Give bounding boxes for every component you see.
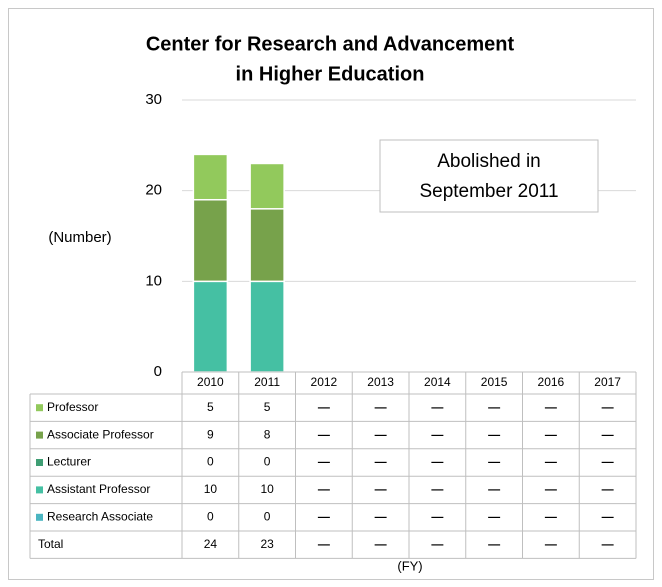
table-value: 8: [264, 427, 271, 441]
table-dash: —: [488, 455, 500, 469]
table-dash: —: [375, 482, 387, 496]
y-tick-label: 20: [145, 182, 162, 199]
table-dash: —: [602, 537, 614, 551]
table-value: 10: [260, 482, 274, 496]
legend-label: Research Associate: [47, 509, 153, 523]
table-dash: —: [488, 427, 500, 441]
table-dash: —: [488, 509, 500, 523]
legend-swatch: [36, 486, 43, 494]
y-tick-label: 0: [154, 363, 162, 380]
total-label: Total: [38, 537, 63, 551]
table-dash: —: [431, 455, 443, 469]
x-tick-label: 2011: [254, 375, 280, 389]
table-value: 5: [207, 400, 214, 414]
x-tick-label: 2017: [594, 375, 621, 389]
legend-swatch: [36, 513, 43, 521]
table-dash: —: [431, 537, 443, 551]
table-dash: —: [602, 509, 614, 523]
legend-swatch: [36, 459, 43, 466]
bar-segment: [192, 198, 229, 283]
table-value: 0: [264, 509, 271, 523]
table-dash: —: [318, 427, 330, 441]
table-dash: —: [602, 400, 614, 414]
legend-swatch: [36, 404, 43, 412]
table-dash: —: [602, 482, 614, 496]
table-dash: —: [488, 537, 500, 551]
table-dash: —: [318, 537, 330, 551]
table-dash: —: [318, 455, 330, 469]
table-value: 10: [204, 482, 218, 496]
table-dash: —: [545, 509, 557, 523]
table-dash: —: [375, 455, 387, 469]
table-dash: —: [318, 482, 330, 496]
table-dash: —: [375, 400, 387, 414]
bar-segment: [249, 162, 285, 210]
x-tick-label: 2012: [311, 375, 338, 389]
bar-segment: [192, 280, 229, 373]
chart-title: in Higher Education: [236, 63, 425, 85]
table-value: 0: [207, 455, 214, 469]
chart-title: Center for Research and Advancement: [146, 33, 515, 55]
table-dash: —: [545, 400, 557, 414]
table-dash: —: [545, 455, 557, 469]
x-tick-label: 2016: [538, 375, 565, 389]
bar-segment: [249, 208, 285, 283]
table-dash: —: [375, 509, 387, 523]
y-tick-label: 10: [145, 272, 162, 289]
table-dash: —: [375, 427, 387, 441]
table-dash: —: [488, 482, 500, 496]
x-tick-label: 2015: [481, 375, 508, 389]
table-dash: —: [431, 482, 443, 496]
table-dash: —: [375, 537, 387, 551]
bar-segment: [249, 280, 285, 373]
x-tick-label: 2014: [424, 375, 451, 389]
legend-swatch: [36, 431, 43, 439]
x-axis-label: (FY): [397, 558, 422, 573]
table-dash: —: [431, 427, 443, 441]
annotation-box: [379, 139, 599, 213]
annotation: Abolished in: [437, 151, 541, 172]
x-tick-label: 2010: [197, 375, 224, 389]
table-dash: —: [488, 400, 500, 414]
table-value: 0: [264, 455, 271, 469]
bar-segment: [192, 153, 229, 201]
table-dash: —: [431, 400, 443, 414]
table-dash: —: [318, 509, 330, 523]
legend-label: Associate Professor: [47, 427, 154, 441]
table-value: 5: [264, 400, 271, 414]
x-tick-label: 2013: [367, 375, 394, 389]
table-value: 23: [260, 537, 274, 551]
table-dash: —: [545, 427, 557, 441]
legend-label: Assistant Professor: [47, 482, 150, 496]
y-axis-label: (Number): [48, 229, 111, 246]
legend-label: Professor: [47, 400, 98, 414]
chart-frame: [8, 8, 654, 580]
table-value: 9: [207, 427, 214, 441]
table-value: 0: [207, 509, 214, 523]
table-dash: —: [602, 427, 614, 441]
table-value: 24: [204, 537, 218, 551]
annotation: September 2011: [419, 181, 558, 202]
table-dash: —: [545, 482, 557, 496]
y-tick-label: 30: [145, 91, 162, 108]
table-dash: —: [602, 455, 614, 469]
legend-label: Lecturer: [47, 455, 91, 469]
table-dash: —: [318, 400, 330, 414]
table-dash: —: [545, 537, 557, 551]
table-dash: —: [431, 509, 443, 523]
